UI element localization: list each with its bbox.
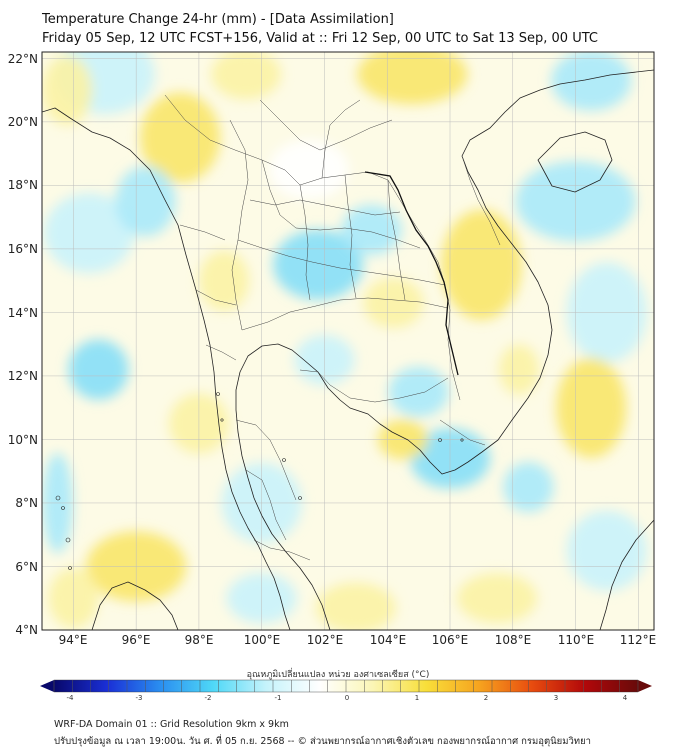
temperature-anomaly-patch: [566, 510, 647, 591]
lon-label: 100°E: [243, 633, 281, 647]
colorbar-tick: 4: [622, 694, 628, 702]
lat-lon-grid: [42, 52, 654, 630]
temperature-anomaly-patch: [388, 366, 449, 417]
temperature-change-map: [41, 51, 655, 631]
lon-label: 108°E: [494, 633, 532, 647]
borneo-coast: [599, 519, 654, 630]
lon-label: 106°E: [431, 633, 469, 647]
footer-model-info: WRF-DA Domain 01 :: Grid Resolution 9km …: [54, 719, 289, 730]
temperature-field: [42, 52, 647, 630]
map-subtitle: Friday 05 Sep, 12 UTC FCST+156, Valid at…: [42, 31, 598, 46]
lat-label: 16°N: [7, 242, 38, 256]
coastline-west: [42, 107, 291, 630]
mekong-border: [364, 171, 459, 376]
colorbar-min-arrow: [40, 680, 54, 692]
lat-label: 20°N: [7, 115, 38, 129]
lat-label: 14°N: [7, 306, 38, 320]
temperature-anomaly-patch: [115, 166, 176, 237]
province-borders: [164, 94, 501, 561]
lat-label: 10°N: [7, 433, 38, 447]
temperature-anomaly-patch: [551, 52, 632, 111]
temperature-anomaly-patch: [211, 52, 281, 100]
coastline-gulf-east: [339, 69, 654, 475]
temperature-anomaly-patch: [68, 339, 129, 400]
temperature-anomaly-patch: [499, 344, 540, 395]
islands: [55, 392, 464, 570]
colorbar-tick: 2: [483, 694, 489, 702]
lon-label: 96°E: [121, 633, 151, 647]
temperature-anomaly-patch: [315, 582, 396, 630]
temperature-anomaly-patch: [140, 92, 221, 183]
colorbar-tick: -4: [66, 694, 74, 702]
footer-update-info: ปรับปรุงข้อมูล ณ เวลา 19:00น. วัน ศ. ที่…: [54, 736, 591, 747]
temperature-anomaly-patch: [44, 193, 135, 274]
lat-label: 4°N: [15, 623, 38, 637]
lon-label: 104°E: [369, 633, 407, 647]
colorbar-tick: -3: [135, 694, 143, 702]
lat-label: 18°N: [7, 178, 38, 192]
colorbar-tick: -1: [274, 694, 282, 702]
colorbar-tick: -2: [204, 694, 212, 702]
temperature-anomaly-patch: [441, 209, 522, 320]
hainan-island: [537, 131, 613, 193]
lat-label: 6°N: [15, 560, 38, 574]
colorbar-max-arrow: [638, 680, 652, 692]
lon-label: 98°E: [184, 633, 214, 647]
lat-label: 22°N: [7, 52, 38, 66]
coastlines: [42, 69, 654, 630]
temperature-anomaly-patch: [556, 357, 627, 458]
temperature-anomaly-patch: [268, 139, 349, 200]
colorbar-label: อุณหภูมิเปลี่ยนแปลง หน่วย องศาเซลเซียส (…: [246, 670, 430, 680]
temperature-anomaly-patch: [273, 229, 364, 300]
lon-label: 110°E: [557, 633, 595, 647]
coastline-gulf-west: [235, 343, 341, 630]
colorbar-gradient: [53, 679, 639, 693]
lat-label: 8°N: [15, 496, 38, 510]
map-frame: [41, 51, 655, 631]
lat-label: 12°N: [7, 369, 38, 383]
sumatra-coast: [91, 581, 179, 630]
temperature-anomaly-patch: [457, 573, 538, 624]
colorbar-tick: 3: [553, 694, 559, 702]
temperature-anomaly-patch: [363, 277, 424, 328]
temperature-anomaly-patch: [199, 250, 250, 311]
temperature-anomaly-patch: [503, 462, 554, 513]
lon-label: 102°E: [306, 633, 344, 647]
colorbar-tick: 0: [344, 694, 350, 702]
lon-label: 94°E: [58, 633, 88, 647]
lon-label: 112°E: [619, 633, 657, 647]
colorbar-tick: 1: [414, 694, 420, 702]
temperature-anomaly-patch: [341, 204, 402, 255]
temperature-anomaly-patch: [42, 55, 93, 126]
map-title: Temperature Change 24-hr (mm) - [Data As…: [42, 12, 394, 27]
temperature-anomaly-patch: [357, 52, 468, 105]
